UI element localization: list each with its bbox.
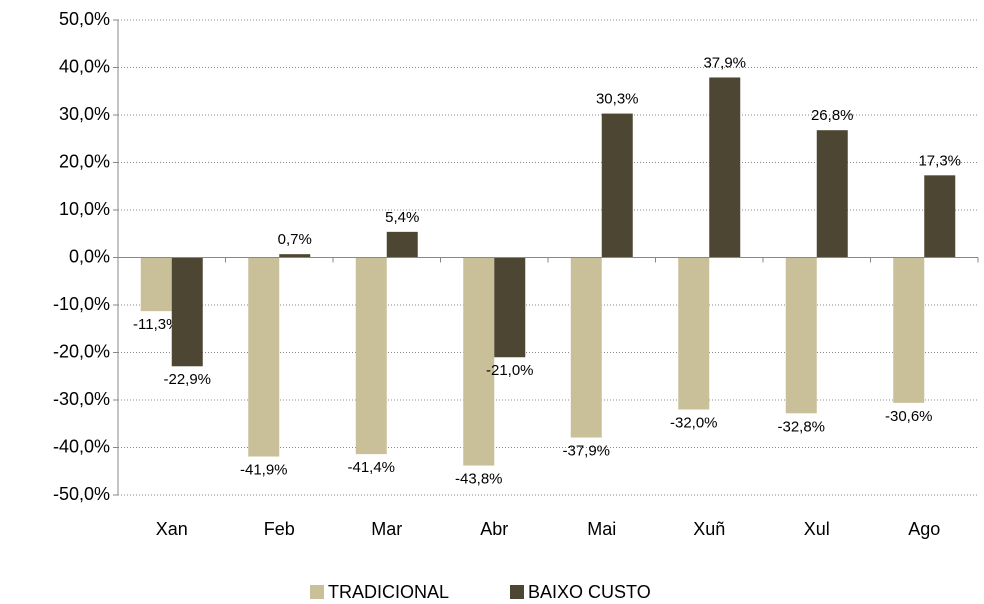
bar [570,257,602,438]
y-tick-label: 0,0% [69,246,110,266]
x-tick-label: Mar [371,519,402,539]
value-label: -41,4% [347,459,395,476]
y-tick-label: -20,0% [53,341,110,361]
value-label: 37,9% [703,54,746,71]
x-tick-label: Ago [908,519,940,539]
value-label: -21,0% [486,362,534,379]
value-label: -22,9% [163,371,211,388]
bar [709,77,741,258]
value-label: -32,8% [777,418,825,435]
bar [386,231,418,258]
y-tick-label: -40,0% [53,436,110,456]
value-label: -37,9% [562,442,610,459]
value-label: -32,0% [670,414,718,431]
bar [248,257,280,457]
legend-label: BAIXO CUSTO [528,582,651,602]
bar [463,257,495,466]
y-tick-label: -50,0% [53,484,110,504]
value-label: -43,8% [455,471,503,488]
x-tick-label: Xul [804,519,830,539]
bar [355,257,387,455]
value-label: 26,8% [811,107,854,124]
x-tick-label: Abr [480,519,508,539]
y-tick-label: 40,0% [59,56,110,76]
value-label: 5,4% [385,209,419,226]
value-label: -30,6% [885,408,933,425]
value-label: 17,3% [918,152,961,169]
y-tick-label: -10,0% [53,294,110,314]
value-label: -41,9% [240,461,288,478]
bar [494,257,526,358]
bar [816,130,848,258]
y-tick-label: 20,0% [59,151,110,171]
bar [785,257,817,414]
value-label: 30,3% [596,91,639,108]
legend-label: TRADICIONAL [328,582,449,602]
bar [678,257,710,410]
y-tick-label: -30,0% [53,389,110,409]
x-tick-label: Xan [156,519,188,539]
bar [893,257,925,403]
value-label: 0,7% [278,231,312,248]
bar [279,254,311,258]
x-tick-label: Mai [587,519,616,539]
x-tick-label: Xuñ [693,519,725,539]
y-tick-label: 30,0% [59,104,110,124]
legend-swatch [510,585,524,599]
bar [171,257,203,367]
legend-swatch [310,585,324,599]
y-tick-label: 10,0% [59,199,110,219]
bar [601,113,633,258]
y-tick-label: 50,0% [59,9,110,29]
x-tick-label: Feb [264,519,295,539]
bar [140,257,172,312]
value-label: -11,3% [133,316,179,333]
bar [924,175,956,258]
